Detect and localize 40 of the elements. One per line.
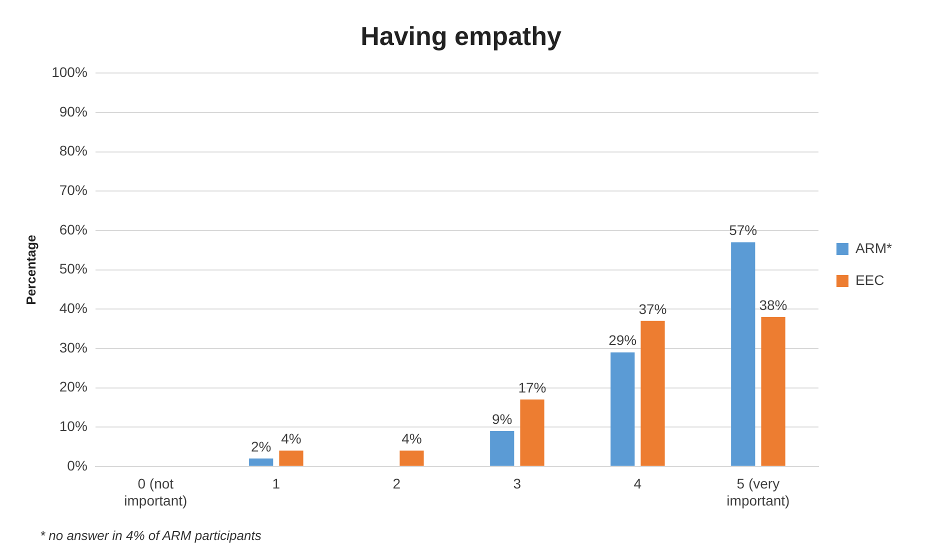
data-label: 2%	[250, 438, 272, 454]
x-tick-label: 1	[272, 476, 280, 492]
legend-label: EEC	[855, 272, 884, 288]
bar	[490, 431, 514, 466]
bar	[731, 242, 756, 466]
bar	[249, 458, 274, 466]
y-axis-title: Percentage	[23, 234, 38, 305]
x-tick-label: 2	[392, 476, 401, 492]
data-label: 38%	[759, 296, 788, 313]
y-tick-label: 40%	[59, 300, 88, 316]
data-label: 4%	[402, 430, 422, 447]
data-label: 4%	[281, 430, 302, 447]
x-tick-label: 4	[634, 476, 642, 492]
y-tick-label: 10%	[59, 418, 88, 434]
bar	[400, 450, 424, 466]
y-tick-label: 20%	[59, 378, 88, 395]
y-tick-label: 70%	[59, 182, 88, 198]
bar	[640, 320, 665, 466]
chart-title: Having empathy	[360, 20, 562, 51]
y-tick-label: 50%	[59, 260, 88, 277]
data-label: 37%	[638, 300, 667, 317]
data-label: 9%	[492, 410, 512, 427]
data-label: 57%	[729, 222, 758, 238]
y-tick-label: 100%	[52, 64, 88, 80]
legend-label: ARM*	[855, 240, 893, 256]
text: * no answer in 4% of ARM participants	[40, 528, 262, 543]
x-tick-label: 0 (not important)	[124, 476, 188, 508]
bar	[610, 352, 635, 466]
x-tick-label: 5 (very important)	[726, 476, 790, 508]
bar	[520, 400, 544, 466]
y-tick-label: 30%	[59, 339, 88, 356]
y-tick-label: 90%	[59, 103, 88, 120]
bar	[279, 450, 304, 466]
data-label: 17%	[518, 379, 546, 396]
bar	[761, 316, 786, 466]
y-tick-label: 80%	[59, 142, 88, 159]
data-label: 29%	[608, 332, 637, 348]
y-tick-label: 60%	[59, 221, 88, 238]
x-tick-label: 3	[513, 476, 522, 492]
y-tick-label: 0%	[67, 457, 88, 474]
